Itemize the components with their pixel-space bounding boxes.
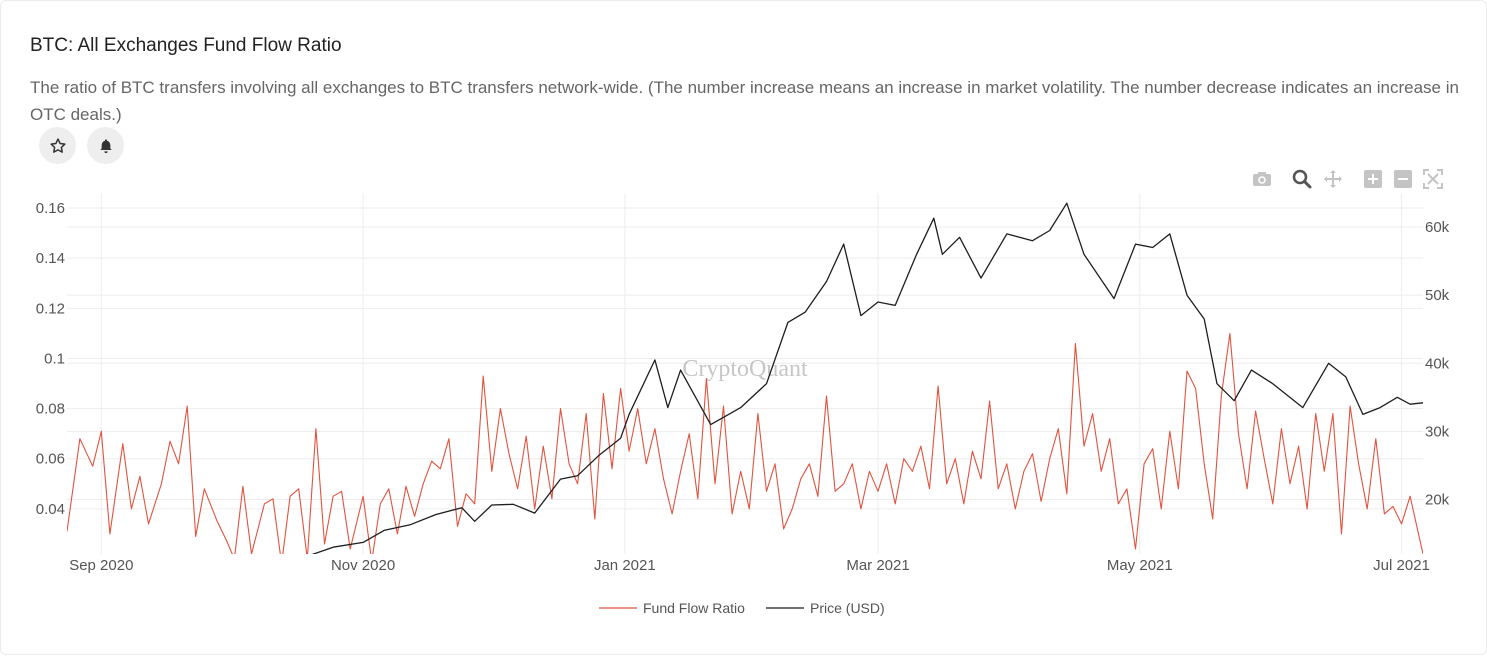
zoom-out-button[interactable] bbox=[1392, 168, 1414, 190]
series-line-price bbox=[311, 202, 1423, 554]
y-left-tick-label: 0.16 bbox=[36, 200, 65, 217]
legend-label: Price (USD) bbox=[810, 600, 885, 616]
y-left-tick-label: 0.1 bbox=[44, 350, 65, 367]
y-right-tick-label: 50k bbox=[1425, 287, 1450, 304]
bell-icon bbox=[99, 138, 112, 153]
chart-series bbox=[67, 202, 1423, 554]
x-tick-label: Nov 2020 bbox=[331, 557, 395, 574]
y-right-tick-label: 40k bbox=[1425, 355, 1450, 372]
y-right-tick-label: 60k bbox=[1425, 219, 1450, 236]
chart-title: BTC: All Exchanges Fund Flow Ratio bbox=[30, 35, 342, 56]
favorite-button[interactable] bbox=[39, 127, 76, 164]
chart-grid bbox=[67, 193, 1423, 554]
y-left-tick-label: 0.08 bbox=[36, 401, 65, 418]
chart-legend[interactable]: Fund Flow Ratio Price (USD) bbox=[599, 600, 885, 616]
zoom-in-icon bbox=[1364, 170, 1382, 188]
y-left-tick-label: 0.04 bbox=[36, 501, 65, 518]
y-left-tick-label: 0.12 bbox=[36, 300, 65, 317]
zoom-icon bbox=[1292, 169, 1312, 189]
chart-description: The ratio of BTC transfers involving all… bbox=[30, 78, 1459, 124]
series-line-fund-flow-ratio bbox=[67, 332, 1423, 554]
pan-button[interactable] bbox=[1322, 168, 1344, 190]
y-left-tick-label: 0.14 bbox=[36, 250, 65, 267]
x-tick-label: May 2021 bbox=[1107, 557, 1173, 574]
x-tick-label: Jul 2021 bbox=[1373, 557, 1430, 574]
chart-axes: 0.04 0.06 0.08 0.1 0.12 0.14 0.16 20k 30k 40k 50k 6… bbox=[36, 200, 1450, 574]
zoom-in-button[interactable] bbox=[1362, 168, 1384, 190]
reset-axes-button[interactable] bbox=[1422, 168, 1444, 190]
y-left-tick-label: 0.06 bbox=[36, 451, 65, 468]
star-icon bbox=[49, 137, 66, 153]
y-right-tick-label: 20k bbox=[1425, 492, 1450, 509]
legend-label: Fund Flow Ratio bbox=[643, 600, 745, 616]
zoom-out-icon bbox=[1394, 170, 1412, 188]
pan-icon bbox=[1324, 170, 1342, 188]
alert-button[interactable] bbox=[87, 127, 124, 164]
x-tick-label: Mar 2021 bbox=[846, 557, 909, 574]
reset-axes-icon bbox=[1423, 169, 1443, 189]
y-right-tick-label: 30k bbox=[1425, 423, 1450, 440]
legend-item[interactable]: Price (USD) bbox=[766, 600, 885, 616]
x-tick-label: Jan 2021 bbox=[594, 557, 656, 574]
legend-item[interactable]: Fund Flow Ratio bbox=[599, 600, 745, 616]
download-png-button[interactable] bbox=[1251, 168, 1273, 190]
watermark: CryptoQuant bbox=[682, 356, 808, 382]
x-tick-label: Sep 2020 bbox=[69, 557, 133, 574]
camera-icon bbox=[1253, 172, 1271, 186]
zoom-button[interactable] bbox=[1291, 168, 1313, 190]
